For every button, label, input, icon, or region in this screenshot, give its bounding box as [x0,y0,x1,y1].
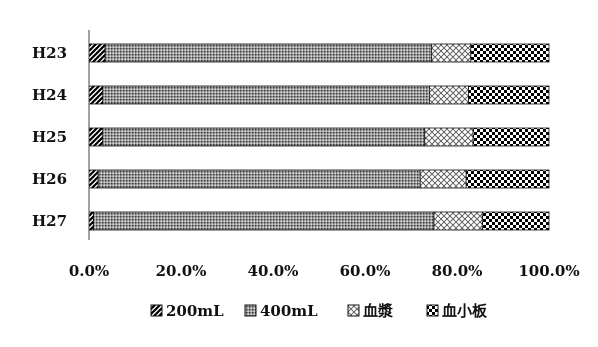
category-label: H25 [32,128,67,146]
bar-segment-3 [428,85,469,105]
category-label: H26 [32,170,67,188]
bar-segment-2 [97,169,421,189]
legend-label: 200mL [166,302,224,320]
bar-segment-3 [433,211,483,231]
x-tick-label: 20.0% [156,262,207,280]
bar-segment-1 [88,211,94,231]
category-label: H24 [32,86,67,104]
x-tick-label: 100.0% [518,262,579,280]
bar-segment-4 [481,211,550,231]
category-label: H23 [32,44,67,62]
bar-segment-3 [431,43,472,63]
legend: 200mL 400mL 血漿 血小板 [150,302,488,320]
bar-segment-4 [465,169,550,189]
legend-swatch [347,304,360,317]
legend-swatch [150,304,163,317]
x-tick-label: 80.0% [432,262,483,280]
legend-label: 血小板 [442,302,488,320]
legend-label: 400mL [260,302,318,320]
bar-segment-3 [424,127,474,147]
bar-segment-2 [104,43,433,63]
plot-area [88,43,550,231]
x-tick-label: 40.0% [248,262,299,280]
bar-segment-4 [472,127,550,147]
legend-label: 血漿 [363,302,393,320]
bar-segment-2 [102,127,426,147]
bar-segment-4 [470,43,550,63]
bar-segment-2 [102,85,430,105]
legend-swatch [426,304,439,317]
legend-swatch [244,304,257,317]
bar-segment-4 [468,85,550,105]
bar-segment-1 [88,43,106,63]
bar-segment-3 [419,169,467,189]
x-tick-label: 60.0% [340,262,391,280]
bar-segment-1 [88,127,104,147]
axis: H23 H24 H25 H26 H27 0.0% 20.0% 40.0% 60.0% 80.0% 1… [32,30,580,280]
bar-segment-1 [88,85,104,105]
bar-segment-1 [88,169,99,189]
bar-segment-2 [93,211,435,231]
category-label: H27 [32,212,67,230]
x-tick-label: 0.0% [69,262,109,280]
